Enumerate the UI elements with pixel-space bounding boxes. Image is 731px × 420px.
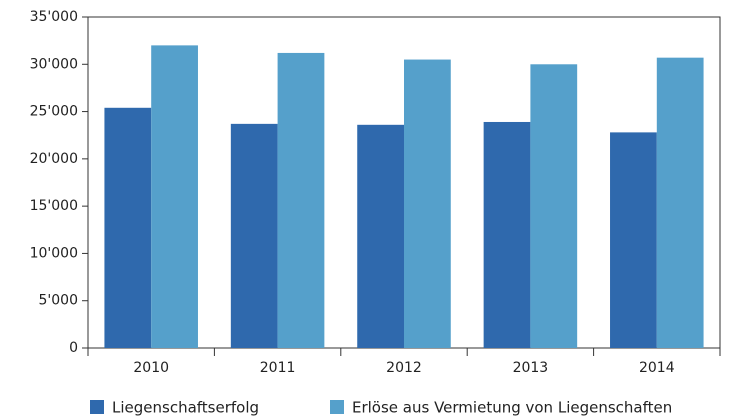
x-tick-label: 2013 (513, 360, 549, 376)
y-tick-label: 0 (69, 340, 78, 356)
x-tick-label: 2011 (260, 360, 296, 376)
bar (404, 59, 451, 349)
y-tick-label: 25'000 (30, 104, 78, 120)
bar (151, 45, 198, 348)
bar (610, 132, 657, 348)
bar (277, 52, 325, 349)
legend-swatch (330, 400, 344, 414)
legend-swatch (90, 400, 104, 414)
y-tick-label: 5'000 (39, 293, 78, 309)
x-tick-label: 2014 (639, 360, 675, 376)
bar (530, 64, 578, 349)
bar (483, 121, 531, 348)
bar (357, 124, 404, 348)
bar (656, 57, 704, 349)
y-tick-label: 15'000 (30, 198, 78, 214)
y-tick-label: 20'000 (30, 151, 78, 167)
y-tick-label: 10'000 (30, 245, 78, 261)
legend-label: Erlöse aus Vermietung von Liegenschaften (352, 399, 672, 417)
x-tick-label: 2012 (386, 360, 422, 376)
bar (230, 123, 278, 348)
x-tick-label: 2010 (133, 360, 169, 376)
bar (104, 107, 152, 348)
legend: Liegenschaftserfolg Erlöse aus Vermietung… (90, 399, 672, 417)
y-tick-label: 35'000 (30, 9, 78, 25)
legend-label: Liegenschaftserfolg (112, 399, 259, 417)
y-tick-label: 30'000 (30, 56, 78, 72)
